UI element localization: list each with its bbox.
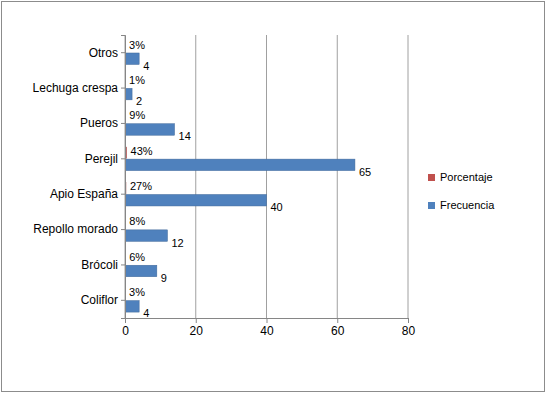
data-label: 3% bbox=[129, 39, 145, 51]
tick-mark bbox=[121, 123, 125, 124]
bar bbox=[125, 124, 175, 135]
tick: 40 bbox=[260, 318, 274, 338]
tick-mark bbox=[196, 318, 197, 323]
data-label: 14 bbox=[179, 130, 191, 142]
tick-mark bbox=[121, 264, 125, 265]
tick-mark bbox=[121, 158, 125, 159]
tick-label: Perejil bbox=[85, 152, 118, 166]
bar bbox=[125, 265, 157, 276]
tick-mark bbox=[121, 88, 125, 89]
tick: Apio España bbox=[50, 187, 125, 201]
tick-mark bbox=[121, 300, 125, 301]
bar bbox=[125, 88, 132, 99]
data-label: 3% bbox=[129, 286, 145, 298]
tick-mark bbox=[121, 229, 125, 230]
tick-label: Brócoli bbox=[81, 258, 118, 272]
data-label: 27% bbox=[130, 180, 152, 192]
bar bbox=[125, 53, 139, 64]
tick: 60 bbox=[331, 318, 345, 338]
tick-label: 80 bbox=[402, 324, 416, 338]
tick-mark bbox=[121, 194, 125, 195]
y-axis: Coliflor Brócoli Repollo morado Apio España… bbox=[33, 36, 126, 319]
tick: 80 bbox=[402, 318, 416, 338]
data-label: 8% bbox=[129, 215, 145, 227]
data-label: 4 bbox=[143, 60, 149, 72]
legend-label: Porcentaje bbox=[440, 171, 493, 183]
tick: 20 bbox=[190, 318, 204, 338]
tick-label: Apio España bbox=[50, 187, 118, 201]
legend: Porcentaje Frecuencia bbox=[428, 171, 495, 211]
data-label: 9 bbox=[161, 272, 167, 284]
tick-label: 40 bbox=[260, 324, 274, 338]
data-label: 2 bbox=[136, 95, 142, 107]
tick-label: 60 bbox=[331, 324, 345, 338]
data-label: 9% bbox=[129, 109, 145, 121]
grid-line bbox=[337, 35, 338, 318]
bar bbox=[125, 159, 355, 170]
tick-mark bbox=[267, 318, 268, 323]
bar bbox=[125, 230, 167, 241]
tick: Coliflor bbox=[81, 293, 125, 307]
chart: 3%6%8%27%43%9%1%3%491240651424020406080C… bbox=[0, 0, 546, 393]
tick-mark bbox=[121, 52, 125, 53]
tick-label: Pueros bbox=[80, 116, 118, 130]
tick: 0 bbox=[122, 318, 129, 338]
axis-line bbox=[121, 36, 126, 319]
bar bbox=[125, 301, 139, 312]
tick-mark bbox=[408, 318, 409, 323]
legend-label: Frecuencia bbox=[440, 199, 495, 211]
grid-line bbox=[408, 35, 409, 318]
chart-border bbox=[2, 2, 545, 392]
tick-label: Lechuga crespa bbox=[33, 81, 119, 95]
data-label: 4 bbox=[143, 307, 149, 319]
data-label: 43% bbox=[131, 145, 153, 157]
tick: Brócoli bbox=[81, 258, 125, 272]
data-label: 1% bbox=[129, 74, 145, 86]
axis-line bbox=[126, 319, 409, 324]
tick: Otros bbox=[89, 46, 125, 60]
bars bbox=[125, 41, 355, 312]
tick-label: 20 bbox=[190, 324, 204, 338]
data-label: 40 bbox=[271, 201, 283, 213]
tick-label: Otros bbox=[89, 46, 118, 60]
data-label: 12 bbox=[171, 237, 183, 249]
tick: Pueros bbox=[80, 116, 125, 130]
bar bbox=[125, 194, 267, 205]
grid-line bbox=[266, 35, 267, 318]
tick-label: 0 bbox=[122, 324, 129, 338]
grid bbox=[125, 35, 408, 318]
legend-swatch bbox=[428, 174, 435, 181]
tick-mark bbox=[337, 318, 338, 323]
tick: Perejil bbox=[85, 152, 125, 166]
tick-label: Repollo morado bbox=[33, 222, 118, 236]
x-axis: 0 20 40 60 80 bbox=[122, 318, 415, 338]
tick: Repollo morado bbox=[33, 222, 125, 236]
data-label: 6% bbox=[129, 251, 145, 263]
data-label: 65 bbox=[359, 166, 371, 178]
grid-line bbox=[195, 35, 196, 318]
legend-swatch bbox=[428, 202, 435, 209]
tick: Lechuga crespa bbox=[33, 81, 125, 95]
data-labels: 3% 6% 8% 27% 43% 9% 1% 3% 4 9 12 40 65 14 2 4 bbox=[129, 39, 371, 320]
tick-label: Coliflor bbox=[81, 293, 118, 307]
